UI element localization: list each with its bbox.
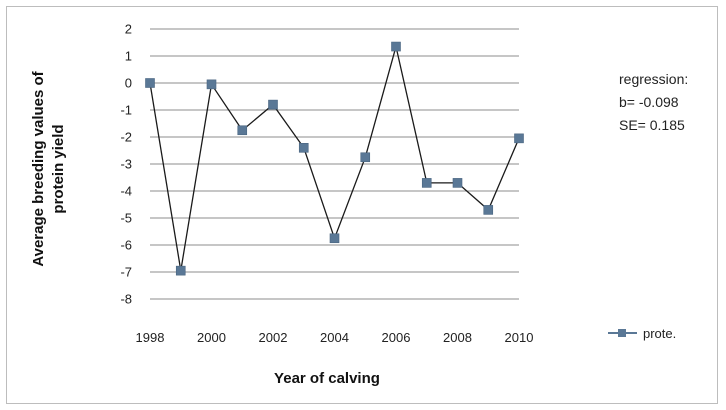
data-point-marker bbox=[268, 99, 278, 110]
data-point-marker bbox=[298, 143, 309, 153]
regression-b: b= -0.098 bbox=[619, 94, 679, 110]
y-tick-label: 2 bbox=[125, 22, 132, 37]
x-tick-label: 2010 bbox=[505, 330, 534, 345]
x-tick-label: 2000 bbox=[197, 330, 226, 345]
regression-label: regression: bbox=[619, 71, 689, 87]
gridlines bbox=[150, 28, 519, 300]
data-point-marker bbox=[175, 265, 186, 276]
y-tick-label: -1 bbox=[120, 103, 132, 118]
data-point-marker bbox=[391, 41, 401, 52]
y-axis-ticks: 2 1 0 -1 -2 -3 -4 -5 -6 -7 -8 bbox=[120, 22, 132, 307]
data-point-marker bbox=[421, 178, 432, 188]
x-tick-label: 2002 bbox=[259, 330, 288, 345]
y-tick-label: 0 bbox=[125, 76, 132, 91]
y-tick-label: -7 bbox=[120, 265, 132, 280]
data-point-marker bbox=[514, 133, 524, 144]
line-chart: 2 1 0 -1 -2 -3 -4 -5 -6 -7 -8 1998 2000 2002 2004 2006… bbox=[30, 22, 676, 388]
y-tick-label: -6 bbox=[120, 238, 132, 253]
y-tick-label: -8 bbox=[120, 292, 132, 307]
x-axis-ticks: 1998 2000 2002 2004 2006 2008 2010 bbox=[136, 330, 534, 345]
x-tick-label: 2004 bbox=[320, 330, 349, 345]
x-tick-label: 2008 bbox=[443, 330, 472, 345]
chart-frame: 2 1 0 -1 -2 -3 -4 -5 -6 -7 -8 1998 2000 2002 2004 2006… bbox=[6, 6, 718, 404]
series-markers bbox=[145, 41, 524, 276]
data-point-marker bbox=[452, 178, 463, 188]
x-axis-title: Year of calving bbox=[274, 370, 380, 387]
y-tick-label: -2 bbox=[120, 130, 132, 145]
regression-se: SE= 0.185 bbox=[619, 117, 685, 133]
y-axis-title-line-1: Average breeding values of bbox=[30, 70, 47, 266]
legend: prote. bbox=[608, 326, 676, 341]
y-tick-label: -3 bbox=[120, 157, 132, 172]
data-point-marker bbox=[145, 78, 155, 88]
data-point-marker bbox=[329, 233, 340, 244]
y-tick-label: 1 bbox=[125, 49, 132, 64]
data-point-marker bbox=[237, 125, 248, 136]
y-tick-label: -5 bbox=[120, 211, 132, 226]
legend-label: prote. bbox=[643, 326, 676, 341]
data-point-marker bbox=[206, 79, 217, 90]
data-point-marker bbox=[360, 152, 371, 163]
x-tick-label: 1998 bbox=[136, 330, 165, 345]
legend-marker-swatch bbox=[618, 329, 626, 337]
data-point-marker bbox=[483, 205, 494, 215]
y-axis-title-line-2: protein yield bbox=[50, 124, 67, 213]
x-tick-label: 2006 bbox=[382, 330, 411, 345]
y-tick-label: -4 bbox=[120, 184, 132, 199]
